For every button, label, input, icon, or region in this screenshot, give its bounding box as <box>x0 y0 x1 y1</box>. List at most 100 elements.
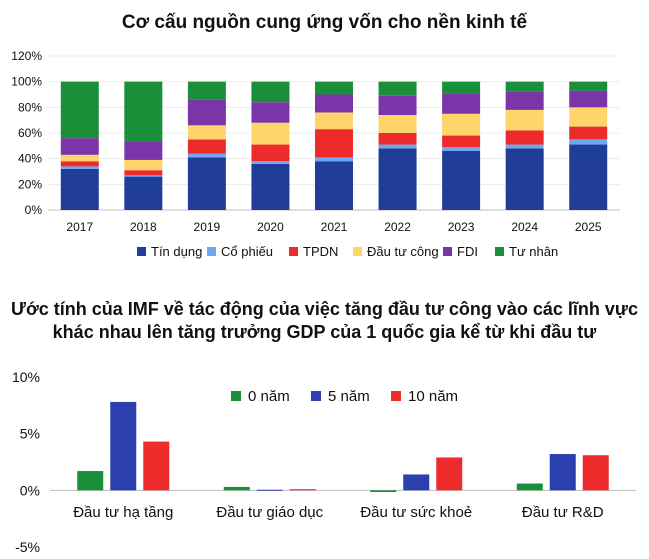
y-tick-label: 20% <box>18 177 42 191</box>
y-tick-label: 5% <box>20 426 40 442</box>
x-category-label: Đầu tư sức khoẻ <box>360 504 472 521</box>
x-category-label: Đầu tư hạ tầng <box>73 504 173 521</box>
stacked-bar-segment <box>315 112 353 130</box>
stacked-bar-segment <box>378 144 417 149</box>
legend-label: Cổ phiếu <box>221 244 273 259</box>
legend-swatch <box>495 247 504 256</box>
x-tick-label: 2019 <box>194 220 221 234</box>
stacked-bar-segment <box>315 129 353 158</box>
legend-swatch <box>207 247 216 256</box>
stacked-bar-segment <box>505 81 544 92</box>
grouped-bar <box>436 457 463 491</box>
y-tick-label: 10% <box>12 369 40 385</box>
grouped-bar <box>256 489 283 491</box>
stacked-bar-segment <box>251 81 290 103</box>
legend-label: FDI <box>457 244 478 259</box>
stacked-bar-segment <box>442 135 481 148</box>
stacked-bar-segment <box>442 113 481 136</box>
stacked-bar-segment <box>442 93 481 114</box>
x-tick-label: 2020 <box>257 220 284 234</box>
stacked-bar-segment <box>187 139 226 154</box>
y-tick-label: 80% <box>18 100 42 114</box>
stacked-bar-segment <box>442 81 481 94</box>
stacked-bar-segment <box>315 157 353 162</box>
stacked-bar-segment <box>505 109 544 131</box>
stacked-bar-segment <box>442 150 481 210</box>
legend-label: Đầu tư công <box>367 244 439 259</box>
stacked-bar-segment <box>505 91 544 110</box>
x-tick-label: 2018 <box>130 220 157 234</box>
stacked-bar-segment <box>124 81 163 142</box>
stacked-bar-segment <box>251 102 290 123</box>
y-tick-label: -5% <box>15 539 40 555</box>
stacked-bar-segment <box>124 141 163 160</box>
stacked-bar-segment <box>378 133 417 145</box>
y-tick-label: 40% <box>18 152 42 166</box>
y-tick-label: 100% <box>11 75 42 89</box>
legend-label: 10 năm <box>408 388 458 405</box>
x-category-label: Đầu tư R&D <box>522 504 604 521</box>
y-tick-label: 0% <box>25 203 43 217</box>
stacked-bar-segment <box>187 157 226 210</box>
stacked-bar-segment <box>315 81 353 95</box>
stacked-bar-segment <box>187 81 226 100</box>
y-tick-label: 120% <box>11 49 42 63</box>
stacked-bar-segment <box>60 81 99 139</box>
stacked-bar-segment <box>569 107 608 127</box>
stacked-bar-segment <box>569 81 608 91</box>
grouped-bar <box>549 454 576 491</box>
x-tick-label: 2024 <box>511 220 538 234</box>
stacked-bar-segment <box>442 147 481 151</box>
stacked-bar-segment <box>569 90 608 108</box>
x-tick-label: 2025 <box>575 220 602 234</box>
x-tick-label: 2017 <box>66 220 93 234</box>
y-tick-label: 60% <box>18 126 42 140</box>
stacked-bar-segment <box>569 139 608 145</box>
stacked-bar-segment <box>251 144 290 162</box>
legend-label: Tư nhân <box>509 244 558 259</box>
grouped-bar <box>403 474 430 491</box>
stacked-bar-segment <box>315 94 353 113</box>
stacked-bar-segment <box>569 126 608 140</box>
legend-label: 0 năm <box>248 388 290 405</box>
stacked-bar-segment <box>124 170 163 176</box>
x-tick-label: 2021 <box>321 220 348 234</box>
x-tick-label: 2022 <box>384 220 411 234</box>
grouped-bar <box>77 471 104 491</box>
legend-label: Tín dụng <box>151 244 202 259</box>
stacked-bar-segment <box>187 125 226 140</box>
stacked-bar-segment <box>187 153 226 158</box>
stacked-bar-segment <box>378 115 417 133</box>
stacked-bar-segment <box>378 95 417 116</box>
stacked-bar-segment <box>60 138 99 155</box>
legend-swatch <box>289 247 298 256</box>
grouped-bar <box>516 483 543 491</box>
stacked-bar-segment <box>251 163 290 210</box>
stacked-bar-segment <box>60 154 99 162</box>
stacked-bar-segment <box>378 148 417 210</box>
stacked-bar-segment <box>251 122 290 145</box>
stacked-bar-segment <box>505 148 544 210</box>
legend-swatch <box>311 391 321 401</box>
legend-swatch <box>443 247 452 256</box>
stacked-bar-segment <box>60 161 99 167</box>
stacked-bar-segment <box>60 166 99 169</box>
grouped-bar <box>223 486 250 491</box>
stacked-bar-segment <box>60 168 99 210</box>
legend-label: 5 năm <box>328 388 370 405</box>
legend-swatch <box>137 247 146 256</box>
grouped-bar <box>370 490 397 493</box>
stacked-bar-segment <box>124 159 163 171</box>
stacked-bar-segment <box>569 144 608 210</box>
legend-swatch <box>353 247 362 256</box>
grouped-bar <box>289 489 316 491</box>
stacked-bar-segment <box>251 161 290 164</box>
legend-swatch <box>391 391 401 401</box>
grouped-bar <box>143 441 170 491</box>
stacked-bar-segment <box>187 99 226 126</box>
legend-label: TPDN <box>303 244 338 259</box>
stacked-bar-segment <box>124 175 163 177</box>
legend-swatch <box>231 391 241 401</box>
stacked-bar-segment <box>505 130 544 145</box>
